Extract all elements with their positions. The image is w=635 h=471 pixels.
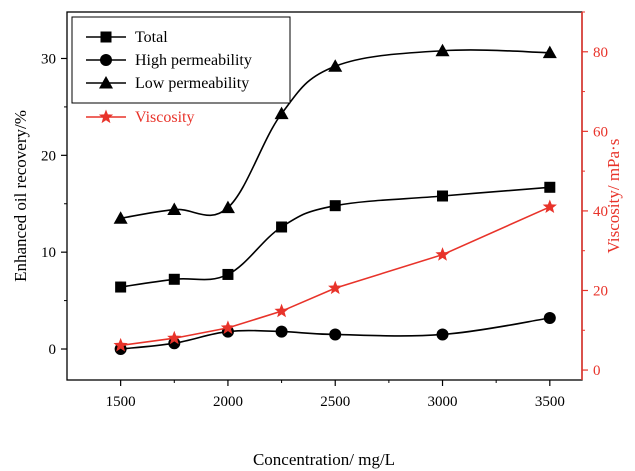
total-point [276, 221, 288, 233]
legend-marker-low-permeability [99, 76, 113, 89]
legend-label-low-permeability: Low permeability [135, 75, 249, 92]
left-y-axis: 0 10 20 30 [41, 51, 67, 358]
low-permeability-point [328, 59, 343, 72]
total-point [222, 268, 234, 280]
series-high-permeability [114, 312, 556, 356]
left-y-tick-label: 0 [49, 342, 57, 358]
series-viscosity [113, 199, 557, 352]
low-permeability-point [542, 45, 557, 59]
total-point [437, 190, 449, 202]
series-low-permeability [113, 43, 557, 224]
left-y-axis-label: Enhanced oil recovery/% [11, 110, 30, 282]
series-total [115, 181, 556, 293]
left-y-tick-label: 30 [41, 51, 56, 67]
viscosity-point [542, 199, 557, 214]
high-permeability-point [329, 328, 342, 341]
x-tick-label: 3000 [428, 394, 458, 410]
right-y-axis-label: Viscosity/ mPa·s [604, 139, 623, 254]
total-point [168, 273, 180, 285]
viscosity-line [120, 206, 551, 347]
right-y-tick-label: 80 [593, 45, 608, 61]
total-point [544, 181, 556, 193]
legend: Total High permeability Low permeability Vi… [71, 16, 291, 126]
legend-label-high-permeability: High permeability [135, 52, 252, 69]
low-permeability-point [435, 43, 450, 57]
viscosity-point [113, 337, 128, 352]
low-permeability-point [220, 200, 235, 214]
legend-marker-viscosity [98, 109, 114, 124]
legend-label-total: Total [135, 29, 168, 46]
total-point [329, 200, 341, 212]
low-permeability-point [274, 106, 289, 120]
total-point [115, 281, 127, 293]
x-tick-label: 1500 [106, 394, 136, 410]
legend-marker-high-permeability [100, 54, 112, 66]
legend-label-viscosity: Viscosity [135, 109, 194, 126]
right-y-tick-label: 0 [593, 363, 601, 379]
x-tick-label: 2500 [320, 394, 350, 410]
high-permeability-point [436, 328, 449, 341]
high-permeability-point [275, 325, 288, 338]
viscosity-point [274, 303, 289, 318]
series-layer [113, 43, 557, 356]
left-y-tick-label: 10 [41, 245, 56, 261]
viscosity-point [328, 280, 343, 295]
x-axis: 1500 2000 2500 3000 3500 [106, 380, 565, 410]
right-y-tick-label: 40 [593, 204, 608, 220]
low-permeability-point [113, 211, 128, 224]
viscosity-point [167, 330, 182, 345]
x-tick-label: 3500 [535, 394, 565, 410]
x-axis-label: Concentration/ mg/L [253, 450, 395, 469]
right-y-tick-label: 20 [593, 283, 608, 299]
left-y-tick-label: 20 [41, 148, 56, 164]
high-permeability-point [543, 312, 556, 325]
low-permeability-point [167, 202, 182, 216]
viscosity-point [220, 320, 236, 334]
x-tick-label: 2000 [213, 394, 243, 410]
viscosity-point [435, 247, 450, 261]
right-y-axis: 0 20 40 60 80 [581, 11, 608, 380]
right-y-tick-label: 60 [593, 124, 608, 140]
legend-marker-total [100, 31, 112, 43]
